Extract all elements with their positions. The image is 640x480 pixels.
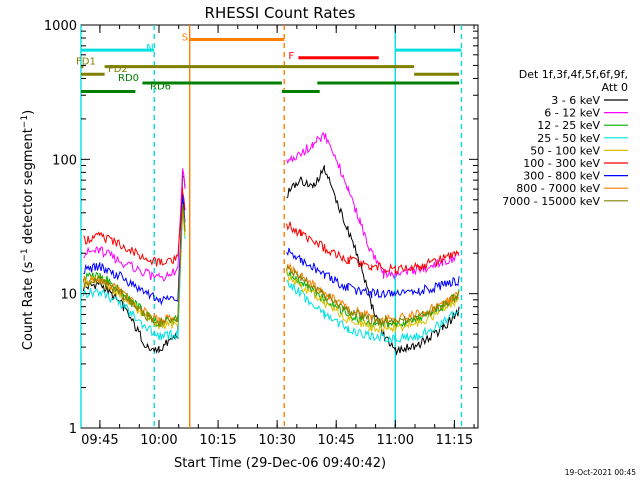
legend-header-2: Att 0 <box>602 81 628 94</box>
legend-label-3: 25 - 50 keV <box>537 132 600 145</box>
series-line-7 <box>82 203 460 324</box>
state-bar-label-fd1: FD1 <box>76 57 96 68</box>
x-tick-label-5: 11:00 <box>377 433 414 448</box>
y-axis-label-sup1: −1 <box>20 248 30 261</box>
y-tick-label-2: 100 <box>52 153 77 168</box>
state-bar-label-s: S <box>182 32 188 43</box>
x-tick-label-0: 09:45 <box>81 433 118 448</box>
y-axis-label-mid: detector segment <box>21 128 36 248</box>
y-axis-label: Count Rate (s−1 detector segment−1) <box>20 110 36 350</box>
y-axis-label-end: ) <box>21 110 36 115</box>
state-bar-label-n: N <box>146 43 153 54</box>
legend-label-2: 12 - 25 keV <box>537 119 600 132</box>
x-tick-label-3: 10:30 <box>258 433 295 448</box>
legend-label-0: 3 - 6 keV <box>551 94 600 107</box>
series-line-5 <box>83 187 460 275</box>
plot-area <box>80 24 479 429</box>
legend-label-6: 300 - 800 keV <box>523 170 600 183</box>
y-tick-label-1: 10 <box>60 288 77 303</box>
legend-label-1: 6 - 12 keV <box>544 107 600 120</box>
state-bar-label-rd0: RD0 <box>118 73 139 84</box>
x-axis-ticks: 09:45 10:00 10:15 10:30 10:45 11:00 11:15 <box>81 25 475 448</box>
x-tick-label-1: 10:00 <box>140 433 177 448</box>
x-tick-label-2: 10:15 <box>199 433 236 448</box>
series-line-8 <box>82 204 460 328</box>
chart-title: RHESSI Count Rates <box>205 4 356 22</box>
legend-label-4: 50 - 100 keV <box>530 144 600 157</box>
footer-timestamp: 19-Oct-2021 00:45 <box>565 468 636 477</box>
series-layer <box>82 131 460 356</box>
y-tick-label-3: 1000 <box>44 19 77 34</box>
series-line-3 <box>82 208 460 344</box>
state-bar-label-fd2: FD2 <box>108 64 128 75</box>
x-axis-label: Start Time (29-Dec-06 09:40:42) <box>174 456 386 471</box>
legend-label-8: 7000 - 15000 keV <box>502 195 600 208</box>
x-tick-label-6: 11:15 <box>436 433 473 448</box>
vertical-markers <box>80 25 463 428</box>
state-bar-label-rd6: RD6 <box>150 81 171 92</box>
series-line-1 <box>83 131 460 282</box>
legend-header-1: Det 1f,3f,4f,5f,6f,9f, <box>519 68 628 81</box>
y-axis-label-sup2: −1 <box>20 115 30 128</box>
y-axis-label-main: Count Rate (s <box>21 261 36 350</box>
legend: Det 1f,3f,4f,5f,6f,9f, Att 0 3 - 6 keV6 … <box>502 68 628 208</box>
legend-label-7: 800 - 7000 keV <box>516 182 600 195</box>
legend-label-5: 100 - 300 keV <box>523 157 600 170</box>
plot-frame <box>80 24 479 429</box>
x-tick-label-4: 10:45 <box>317 433 354 448</box>
y-axis-ticks: 1 10 100 1000 <box>44 19 478 437</box>
y-tick-label-0: 1 <box>69 422 77 437</box>
series-line-6 <box>83 194 460 306</box>
state-bar-label-f: F <box>288 51 294 62</box>
